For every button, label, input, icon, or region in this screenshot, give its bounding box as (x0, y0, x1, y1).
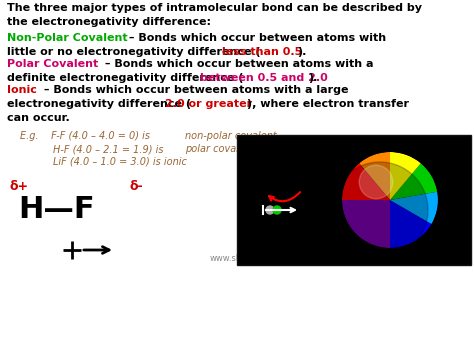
Text: www.sliderbase.com: www.sliderbase.com (210, 254, 296, 263)
Wedge shape (342, 200, 390, 248)
Wedge shape (390, 192, 438, 224)
Text: little or no electronegativity difference (: little or no electronegativity differenc… (7, 47, 261, 57)
Text: HF (Hydrofluoric Acid): HF (Hydrofluoric Acid) (276, 230, 432, 243)
Wedge shape (390, 152, 421, 200)
Text: δ+: δ+ (10, 180, 29, 193)
Text: bond
dipole moment: bond dipole moment (258, 219, 310, 232)
Text: between 0.5 and 2.0: between 0.5 and 2.0 (200, 73, 328, 83)
Circle shape (266, 206, 274, 214)
Text: ).: ). (308, 73, 318, 83)
Text: electronegativity difference (: electronegativity difference ( (7, 99, 191, 109)
Text: non-polar covalent: non-polar covalent (185, 131, 277, 141)
Text: – Bonds which occur between atoms with: – Bonds which occur between atoms with (125, 33, 386, 43)
Text: δ-: δ- (130, 180, 144, 193)
Text: H—F: H—F (18, 195, 95, 224)
Wedge shape (390, 200, 431, 248)
Text: E.g.    F-F (4.0 – 4.0 = 0) is: E.g. F-F (4.0 – 4.0 = 0) is (20, 131, 153, 141)
Wedge shape (390, 163, 438, 200)
Text: Non-Polar Covalent: Non-Polar Covalent (7, 33, 128, 43)
Text: – Bonds which occur between atoms with a: – Bonds which occur between atoms with a (101, 59, 374, 69)
Bar (237, 135, 471, 265)
Circle shape (332, 162, 428, 258)
Text: Ionic: Ionic (7, 85, 37, 95)
Text: definite electronegativity difference (: definite electronegativity difference ( (7, 73, 243, 83)
Circle shape (273, 206, 281, 214)
Text: the electronegativity difference:: the electronegativity difference: (7, 17, 211, 27)
Text: Polar Covalent: Polar Covalent (7, 59, 98, 69)
Wedge shape (359, 152, 390, 200)
Text: less than 0.5: less than 0.5 (222, 47, 302, 57)
Text: can occur.: can occur. (7, 113, 70, 123)
Text: ).: ). (297, 47, 306, 57)
Circle shape (359, 165, 393, 199)
Wedge shape (342, 163, 390, 200)
Text: polar covalent: polar covalent (185, 144, 255, 154)
Text: H-F (4.0 – 2.1 = 1.9) is: H-F (4.0 – 2.1 = 1.9) is (53, 144, 167, 154)
Text: The three major types of intramolecular bond can be described by: The three major types of intramolecular … (7, 3, 422, 13)
Text: LiF (4.0 – 1.0 = 3.0) is ionic: LiF (4.0 – 1.0 = 3.0) is ionic (53, 157, 187, 167)
Text: – Bonds which occur between atoms with a large: – Bonds which occur between atoms with a… (40, 85, 348, 95)
Text: 2.0 or greater: 2.0 or greater (165, 99, 252, 109)
Text: ), where electron transfer: ), where electron transfer (247, 99, 409, 109)
